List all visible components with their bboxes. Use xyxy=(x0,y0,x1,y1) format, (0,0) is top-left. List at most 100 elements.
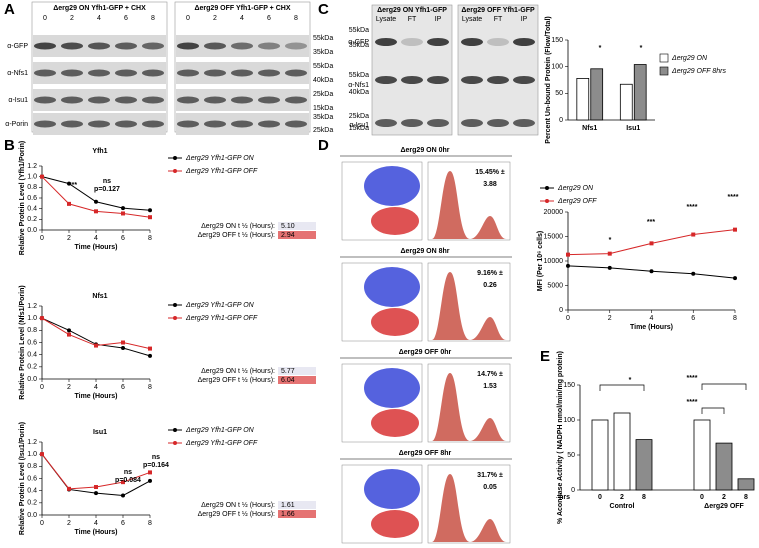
legend-marker xyxy=(173,428,177,432)
annotation: p=0.127 xyxy=(94,186,120,193)
half-life-cell xyxy=(278,222,316,230)
point xyxy=(94,199,98,204)
legend-marker xyxy=(173,156,177,160)
x-tick-label: 6 xyxy=(691,315,695,322)
half-life-value: 6.04 xyxy=(281,377,295,384)
band xyxy=(375,76,397,84)
blot-header: Δerg29 ON Yfh1-GFP xyxy=(377,7,447,14)
panel-letter: D xyxy=(318,137,329,154)
point xyxy=(733,227,737,232)
x-tick-label: 4 xyxy=(94,235,98,242)
annotation: * xyxy=(629,377,632,384)
band xyxy=(115,120,137,128)
band xyxy=(513,38,535,46)
x-tick-label: 0 xyxy=(566,315,570,322)
group-label: Δerg29 OFF xyxy=(704,503,744,510)
point xyxy=(148,346,152,351)
y-tick-label: 1.0 xyxy=(27,174,37,181)
lane-label: Lysate xyxy=(376,16,396,23)
bar xyxy=(619,83,633,121)
legend-label: Δerg29 Yfh1-GFP OFF xyxy=(185,315,258,322)
flow-title: Δerg29 OFF 0hr xyxy=(399,349,452,356)
x-tick-label: 6 xyxy=(121,235,125,242)
legend-label: Δerg29 Yfh1-GFP ON xyxy=(185,427,255,434)
y-tick-label: 150 xyxy=(563,382,575,389)
row-label: α-Isu1 xyxy=(8,97,28,104)
y-tick-label: 10000 xyxy=(544,258,564,265)
point xyxy=(67,201,71,206)
annotation: * xyxy=(640,45,643,52)
y-axis-label: % Aconitase Activity ( NADPH nmol/min/mg… xyxy=(557,351,564,524)
y-tick-label: 0.0 xyxy=(27,227,37,234)
annotation: **** xyxy=(728,194,739,201)
lane-label: 0 xyxy=(186,15,190,22)
flow-stat: 9.16% ± xyxy=(477,270,503,277)
point xyxy=(148,470,152,475)
half-life-label: Δerg29 ON t ½ (Hours): xyxy=(201,501,275,509)
flow-stat: 0.05 xyxy=(483,484,497,491)
band xyxy=(204,42,226,50)
y-tick-label: 150 xyxy=(551,37,563,44)
point xyxy=(649,241,654,246)
y-axis-label: Relative Protein Level (Isu1/Porin) xyxy=(19,422,26,535)
y-tick-label: 0.0 xyxy=(27,512,37,519)
x-tick-label: Nfs1 xyxy=(582,125,597,132)
point xyxy=(121,340,125,345)
point xyxy=(607,251,612,256)
marker-label: 55kDa xyxy=(313,35,333,42)
legend-label: Δerg29 OFF 8hrs xyxy=(671,68,726,75)
band xyxy=(461,38,483,46)
blot-header: Δerg29 OFF Yfh1-GFP xyxy=(461,7,535,14)
panel-letter: B xyxy=(4,137,15,154)
y-tick-label: 0.6 xyxy=(27,339,37,346)
band xyxy=(285,96,307,104)
dot-cloud xyxy=(371,510,419,538)
marker-label: 25kDa xyxy=(313,127,333,134)
annotation: **** xyxy=(687,399,698,406)
bar xyxy=(576,78,590,121)
point xyxy=(94,343,98,348)
x-tick-label: 4 xyxy=(94,520,98,527)
point xyxy=(94,491,98,496)
legend-label: Δerg29 Yfh1-GFP OFF xyxy=(185,168,258,175)
annotation: p=0.164 xyxy=(143,462,169,469)
bar xyxy=(737,478,755,491)
marker-label: 15kDa xyxy=(313,105,333,112)
half-life-label: Δerg29 ON t ½ (Hours): xyxy=(201,222,275,230)
band xyxy=(513,76,535,84)
row-label: α-Nfs1 xyxy=(7,70,28,77)
point xyxy=(733,276,737,281)
point xyxy=(67,332,71,337)
panel-letter: A xyxy=(4,1,15,18)
x-tick-label: 8 xyxy=(733,315,737,322)
flow-title: Δerg29 ON 8hr xyxy=(401,248,450,255)
flow-stat: 14.7% ± xyxy=(477,371,503,378)
band xyxy=(61,120,83,128)
y-tick-label: 0 xyxy=(571,487,575,494)
band xyxy=(34,69,56,77)
y-tick-label: 0.4 xyxy=(27,488,37,495)
point xyxy=(94,209,98,214)
lane-label: IP xyxy=(521,16,528,23)
marker-label: 35kDa xyxy=(349,42,369,49)
chart-title: Nfs1 xyxy=(92,293,107,300)
band xyxy=(375,38,397,46)
band xyxy=(177,120,199,128)
band xyxy=(231,120,253,128)
legend-swatch xyxy=(659,66,669,76)
marker-label: 35kDa xyxy=(313,114,333,121)
x-axis-label: Time (Hours) xyxy=(630,324,673,331)
lane-label: 0 xyxy=(43,15,47,22)
half-life-cell xyxy=(278,501,316,509)
band xyxy=(204,120,226,128)
annotation: *** xyxy=(69,182,77,189)
y-tick-label: 0.8 xyxy=(27,184,37,191)
flow-stat: 1.53 xyxy=(483,383,497,390)
half-life-value: 1.61 xyxy=(281,502,295,509)
y-tick-label: 0.8 xyxy=(27,463,37,470)
lane-label: 2 xyxy=(213,15,217,22)
y-tick-label: 0.6 xyxy=(27,475,37,482)
panel-letter: C xyxy=(318,1,329,18)
band xyxy=(177,69,199,77)
lane-label: IP xyxy=(435,16,442,23)
